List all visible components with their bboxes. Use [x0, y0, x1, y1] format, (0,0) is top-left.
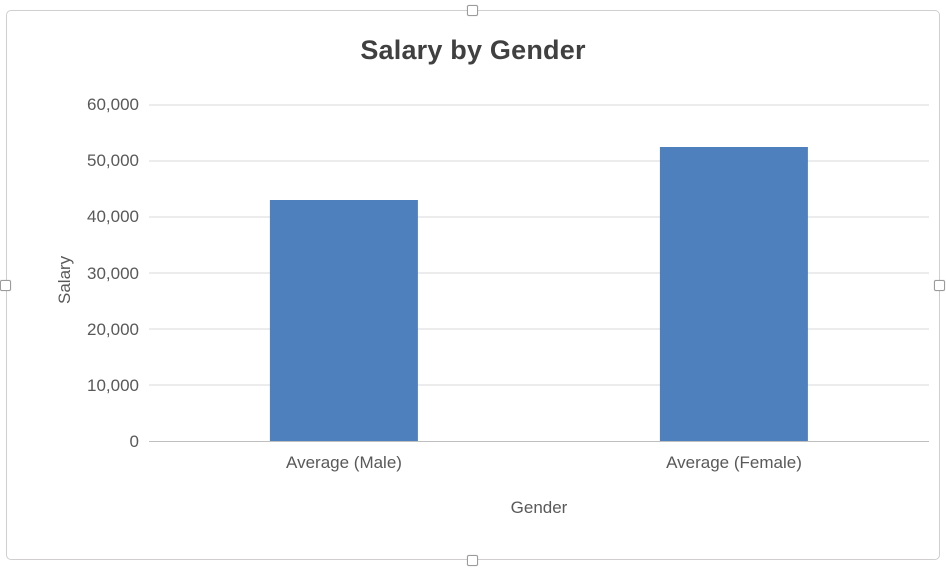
y-tick-label: 0 [129, 432, 139, 451]
bar-average-female[interactable] [659, 147, 809, 441]
y-axis-labels: 0 10,000 20,000 30,000 40,000 50,000 60,000 [7, 95, 139, 451]
y-tick-label: 30,000 [87, 263, 139, 283]
y-tick-label: 60,000 [87, 95, 139, 114]
x-tick-label: Average (Male) [286, 453, 402, 472]
selection-handle-right[interactable] [934, 280, 945, 291]
gridline [149, 328, 929, 330]
x-tick-label: Average (Female) [666, 453, 802, 472]
gridline [149, 272, 929, 274]
x-axis-title[interactable]: Gender [510, 498, 568, 517]
y-tick-label: 10,000 [87, 375, 139, 395]
x-axis-labels: Average (Male) Average (Female) [149, 453, 929, 477]
selection-handle-top[interactable] [467, 5, 478, 16]
bar-average-male[interactable] [269, 200, 419, 441]
gridline [149, 160, 929, 162]
plot-area [149, 104, 929, 442]
gridline [149, 216, 929, 218]
chart-area[interactable]: Salary by Gender Salary 0 10,000 20,000 30,… [6, 10, 940, 560]
gridline [149, 104, 929, 106]
gridline [149, 384, 929, 386]
y-tick-label: 50,000 [87, 151, 139, 171]
chart-title[interactable]: Salary by Gender [360, 35, 586, 65]
selection-handle-left[interactable] [0, 280, 11, 291]
y-tick-label: 20,000 [87, 319, 139, 339]
selection-handle-bottom[interactable] [467, 555, 478, 566]
y-tick-label: 40,000 [87, 207, 139, 227]
